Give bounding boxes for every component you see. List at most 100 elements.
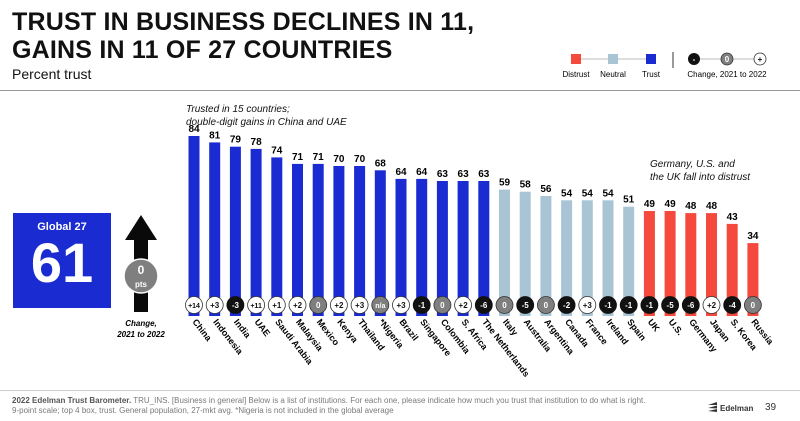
change-marker-label-3: +11 [250, 303, 262, 310]
change-marker-15 [495, 296, 514, 314]
annotation-trusted-line-1: Trusted in 15 countries; [186, 104, 290, 115]
bar-value-label-20: 54 [602, 188, 614, 199]
change-marker-2 [226, 296, 245, 314]
title-line-1: TRUST IN BUSINESS DECLINES IN 11, [12, 8, 475, 36]
legend-zero-sign: 0 [725, 55, 730, 64]
change-marker-label-4: +1 [272, 301, 282, 310]
bar-value-label-5: 71 [292, 152, 304, 163]
page-subtitle: Percent trust [12, 66, 92, 82]
change-marker-label-10: +3 [396, 301, 406, 310]
global-label: Global 27 [37, 221, 87, 233]
bar-17 [540, 196, 552, 316]
footer-source: 2022 Edelman Trust Barometer. [12, 396, 132, 405]
global-average-box: Global 27 61 [13, 213, 111, 308]
bar-24 [685, 213, 697, 316]
bar-value-label-25: 48 [706, 201, 718, 212]
annotation-distrust: Germany, U.S. and the UK fall into distr… [650, 158, 750, 184]
bar-11 [416, 178, 428, 316]
bar-22 [643, 211, 655, 316]
bar-2 [229, 146, 241, 316]
change-marker-27 [744, 296, 762, 314]
change-marker-label-6: 0 [316, 301, 321, 310]
change-marker-17 [537, 296, 555, 314]
legend-neutral-label: Neutral [600, 70, 626, 79]
bar-value-label-7: 70 [333, 154, 345, 165]
change-marker-7 [329, 296, 348, 314]
change-marker-8 [350, 296, 369, 314]
legend-negative-sign: - [693, 55, 696, 64]
change-marker-13 [454, 296, 473, 314]
footer-text: TRU_INS. [Business in general] Below is … [12, 396, 646, 415]
legend-zero-circle [720, 52, 734, 66]
change-marker-label-24: -6 [687, 301, 695, 310]
change-marker-label-14: -6 [480, 301, 488, 310]
legend-distrust-swatch [571, 54, 581, 64]
change-marker-label-11: -1 [418, 301, 426, 310]
change-marker-1 [205, 296, 224, 314]
bar-25 [706, 213, 717, 316]
change-marker-label-8: +3 [355, 301, 365, 310]
bar-value-label-4: 74 [271, 145, 283, 156]
page-number: 39 [765, 402, 777, 413]
bar-16 [519, 191, 531, 316]
change-marker-4 [267, 296, 286, 314]
change-marker-label-0: +14 [188, 303, 200, 310]
bar-value-label-22: 49 [644, 199, 656, 210]
change-marker-label-22: -1 [646, 301, 654, 310]
change-marker-5 [288, 296, 307, 314]
change-marker-22 [640, 296, 659, 314]
change-marker-3 [247, 296, 266, 314]
annotation-distrust-line-2: the UK fall into distrust [650, 172, 751, 183]
brand-name: Edelman [720, 404, 754, 413]
bar-value-label-16: 58 [520, 180, 532, 191]
change-marker-24 [681, 296, 700, 314]
bar-4 [271, 157, 283, 316]
legend-positive-sign: + [758, 55, 763, 64]
annotation-distrust-line-1: Germany, U.S. and [650, 159, 735, 170]
change-marker-12 [433, 296, 452, 314]
bar-value-label-21: 51 [623, 195, 635, 206]
bar-value-label-18: 54 [561, 188, 573, 199]
category-label-0: China [190, 317, 214, 344]
bar-26 [726, 223, 738, 316]
annotation-trusted: Trusted in 15 countries; double-digit ga… [186, 103, 347, 129]
bar-19 [581, 200, 593, 316]
change-marker-label-2: -3 [232, 301, 240, 310]
change-marker-14 [474, 296, 493, 314]
bar-value-label-6: 71 [313, 152, 325, 163]
bar-7 [333, 166, 345, 316]
bar-14 [478, 181, 490, 316]
bar-value-label-17: 56 [540, 184, 552, 195]
header-divider [0, 90, 800, 91]
title-line-2: GAINS IN 11 OF 27 COUNTRIES [12, 36, 393, 64]
change-marker-label-15: 0 [502, 301, 507, 310]
bar-18 [561, 200, 573, 316]
legend-trust-label: Trust [642, 70, 661, 79]
bar-value-label-0: 84 [188, 124, 200, 135]
bar-value-label-11: 64 [416, 167, 428, 178]
bar-value-label-8: 70 [354, 154, 366, 165]
change-marker-label-20: -1 [604, 301, 612, 310]
global-value: 61 [30, 231, 94, 294]
change-marker-label-25: +2 [707, 301, 717, 310]
bar-value-label-10: 64 [395, 167, 407, 178]
bar-20 [602, 200, 614, 316]
category-label-15: Italy [501, 317, 520, 337]
bar-value-label-23: 49 [665, 199, 677, 210]
change-marker-11 [412, 296, 431, 314]
bar-value-label-13: 63 [458, 169, 470, 180]
change-marker-label-19: +3 [583, 301, 593, 310]
bar-value-label-1: 81 [209, 130, 221, 141]
bar-value-label-14: 63 [478, 169, 490, 180]
bar-value-label-27: 34 [747, 231, 759, 242]
change-marker-label-18: -2 [563, 301, 571, 310]
footer-divider [0, 390, 800, 391]
bar-value-label-2: 79 [230, 135, 242, 146]
legend-distrust-label: Distrust [562, 70, 590, 79]
change-marker-10 [392, 296, 410, 314]
change-marker-26 [723, 296, 742, 314]
change-marker-label-9: n/a [375, 303, 385, 310]
bar-27 [747, 243, 759, 316]
bar-value-label-9: 68 [375, 158, 387, 169]
